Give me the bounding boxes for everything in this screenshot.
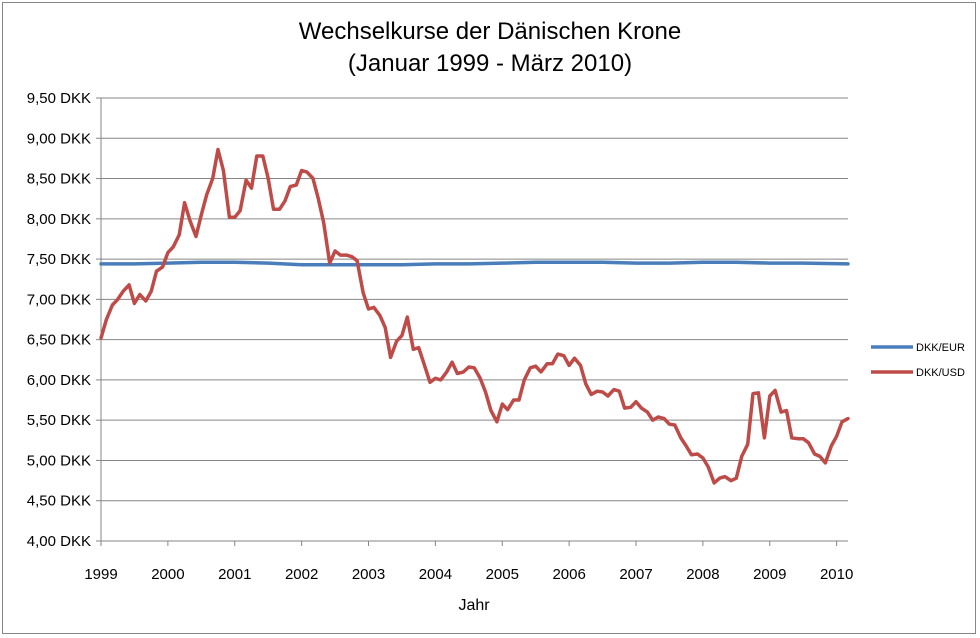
y-axis-ticks: 4,00 DKK 4,50 DKK 5,00 DKK 5,50 DKK 6,00 DKK… — [27, 90, 101, 550]
series-line-dkk-eur — [99, 260, 850, 267]
gridlines — [101, 97, 848, 502]
x-tick-label: 2006 — [552, 566, 585, 583]
y-tick-label: 6,00 DKK — [27, 372, 91, 389]
chart-subtitle: (Januar 1999 - März 2010) — [348, 50, 632, 77]
x-tick-label: 2005 — [486, 566, 519, 583]
x-tick-label: 2008 — [686, 566, 719, 583]
x-tick-label: 2003 — [352, 566, 385, 583]
x-tick-label: 2010 — [820, 566, 853, 583]
x-tick-label: 2001 — [218, 566, 251, 583]
legend-label-dkk-eur: DKK/EUR — [916, 342, 965, 354]
y-tick-label: 8,00 DKK — [27, 211, 91, 228]
y-tick-label: 6,50 DKK — [27, 332, 91, 349]
x-tick-label: 2007 — [619, 566, 652, 583]
exchange-rate-chart: Wechselkurse der Dänischen Krone (Januar… — [27, 18, 965, 614]
y-tick-label: 7,50 DKK — [27, 251, 91, 268]
y-tick-label: 5,00 DKK — [27, 452, 91, 469]
chart-title: Wechselkurse der Dänischen Krone — [299, 18, 681, 45]
x-tick-label: 1999 — [84, 566, 117, 583]
x-axis-ticks: 1999 2000 2001 2002 2003 2004 2005 2006 2007 2008… — [84, 541, 853, 583]
legend: DKK/EUR DKK/USD — [871, 342, 965, 379]
y-tick-label: 9,00 DKK — [27, 130, 91, 147]
y-tick-label: 8,50 DKK — [27, 171, 91, 188]
y-tick-label: 9,50 DKK — [27, 90, 91, 107]
x-tick-label: 2002 — [285, 566, 318, 583]
y-tick-label: 5,50 DKK — [27, 412, 91, 429]
legend-label-dkk-usd: DKK/USD — [916, 367, 965, 379]
series-line-dkk-usd — [99, 147, 850, 485]
y-tick-label: 4,00 DKK — [27, 533, 91, 550]
series-lines — [99, 147, 850, 485]
y-tick-label: 4,50 DKK — [27, 493, 91, 510]
x-tick-label: 2004 — [419, 566, 452, 583]
x-axis-title: Jahr — [458, 597, 490, 614]
x-tick-label: 2009 — [753, 566, 786, 583]
y-tick-label: 7,00 DKK — [27, 291, 91, 308]
axes — [100, 98, 848, 542]
x-tick-label: 2000 — [151, 566, 184, 583]
